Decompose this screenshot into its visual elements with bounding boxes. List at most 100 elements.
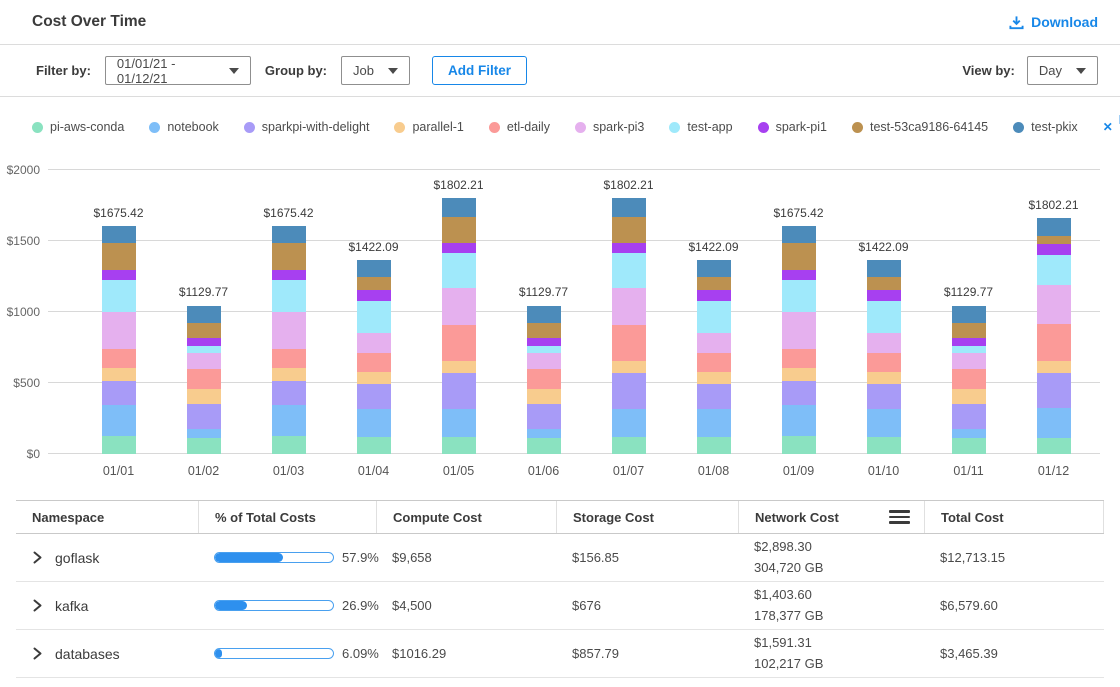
view-by-select[interactable]: Day: [1026, 56, 1098, 85]
bar-segment-spark-pi3[interactable]: [526, 352, 561, 369]
bar-segment-test-53ca9186-64145[interactable]: [186, 322, 221, 338]
bar-segment-test-53ca9186-64145[interactable]: [441, 217, 476, 244]
bar-segment-pi-aws-conda[interactable]: [271, 436, 306, 454]
bar-segment-etl-daily[interactable]: [696, 352, 731, 372]
add-filter-button[interactable]: Add Filter: [431, 56, 527, 85]
namespace-name[interactable]: databases: [55, 645, 120, 662]
bar-segment-test-53ca9186-64145[interactable]: [951, 322, 986, 338]
stacked-bar-01/08[interactable]: [696, 170, 731, 454]
legend-item-parallel-1[interactable]: parallel-1: [394, 120, 464, 134]
bar-segment-test-53ca9186-64145[interactable]: [356, 277, 391, 291]
legend-item-notebook[interactable]: notebook: [149, 120, 219, 134]
bar-segment-parallel-1[interactable]: [611, 360, 646, 373]
bar-segment-test-app[interactable]: [696, 300, 731, 333]
expand-chevron-icon[interactable]: [32, 647, 43, 660]
bar-segment-test-pkix[interactable]: [101, 225, 136, 243]
legend-item-test-app[interactable]: test-app: [669, 120, 733, 134]
bar-segment-pi-aws-conda[interactable]: [696, 436, 731, 454]
bar-segment-parallel-1[interactable]: [866, 371, 901, 384]
bar-segment-spark-pi1[interactable]: [441, 243, 476, 253]
deselect-all-button[interactable]: ✕ Deselect All: [1103, 112, 1120, 142]
bar-segment-test-app[interactable]: [866, 300, 901, 333]
bar-segment-test-pkix[interactable]: [611, 198, 646, 218]
bar-segment-test-53ca9186-64145[interactable]: [271, 242, 306, 270]
column-menu-icon[interactable]: [887, 508, 912, 526]
expand-chevron-icon[interactable]: [32, 599, 43, 612]
stacked-bar-01/09[interactable]: [781, 170, 816, 454]
legend-item-etl-daily[interactable]: etl-daily: [488, 120, 550, 134]
bar-segment-test-pkix[interactable]: [356, 260, 391, 278]
expand-chevron-icon[interactable]: [32, 551, 43, 564]
bar-segment-spark-pi1[interactable]: [866, 290, 901, 301]
bar-segment-parallel-1[interactable]: [696, 371, 731, 384]
bar-segment-notebook[interactable]: [271, 405, 306, 437]
bar-segment-parallel-1[interactable]: [781, 368, 816, 382]
bar-segment-spark-pi3[interactable]: [356, 332, 391, 353]
bar-segment-etl-daily[interactable]: [951, 368, 986, 389]
bar-segment-test-app[interactable]: [271, 279, 306, 313]
bar-segment-parallel-1[interactable]: [271, 368, 306, 382]
legend-item-test-53ca9186-64145[interactable]: test-53ca9186-64145: [851, 120, 988, 134]
bar-segment-spark-pi1[interactable]: [526, 337, 561, 346]
stacked-bar-01/07[interactable]: [611, 170, 646, 454]
bar-segment-pi-aws-conda[interactable]: [1036, 437, 1071, 454]
bar-segment-spark-pi3[interactable]: [186, 352, 221, 369]
bar-segment-parallel-1[interactable]: [441, 360, 476, 373]
bar-segment-parallel-1[interactable]: [101, 368, 136, 382]
bar-segment-test-pkix[interactable]: [696, 260, 731, 278]
bar-segment-spark-pi3[interactable]: [271, 312, 306, 350]
bar-segment-spark-pi1[interactable]: [696, 290, 731, 301]
bar-segment-notebook[interactable]: [696, 408, 731, 437]
bar-segment-notebook[interactable]: [781, 405, 816, 437]
bar-segment-sparkpi-with-delight[interactable]: [356, 383, 391, 409]
legend-item-pi-aws-conda[interactable]: pi-aws-conda: [32, 120, 124, 134]
bar-segment-pi-aws-conda[interactable]: [186, 437, 221, 454]
bar-segment-notebook[interactable]: [866, 408, 901, 437]
stacked-bar-01/04[interactable]: [356, 170, 391, 454]
bar-segment-pi-aws-conda[interactable]: [356, 436, 391, 454]
bar-segment-notebook[interactable]: [951, 428, 986, 438]
bar-segment-sparkpi-with-delight[interactable]: [101, 381, 136, 406]
bar-segment-spark-pi1[interactable]: [951, 337, 986, 346]
bar-segment-notebook[interactable]: [186, 428, 221, 438]
bar-segment-spark-pi3[interactable]: [696, 332, 731, 353]
bar-segment-sparkpi-with-delight[interactable]: [441, 372, 476, 409]
bar-segment-spark-pi3[interactable]: [441, 287, 476, 325]
stacked-bar-01/12[interactable]: [1036, 170, 1071, 454]
bar-segment-parallel-1[interactable]: [526, 388, 561, 404]
bar-segment-sparkpi-with-delight[interactable]: [951, 403, 986, 429]
bar-segment-test-pkix[interactable]: [951, 305, 986, 323]
namespace-name[interactable]: goflask: [55, 549, 100, 566]
bar-segment-test-app[interactable]: [101, 279, 136, 313]
bar-segment-pi-aws-conda[interactable]: [101, 436, 136, 454]
bar-segment-notebook[interactable]: [356, 408, 391, 437]
stacked-bar-01/11[interactable]: [951, 170, 986, 454]
bar-segment-test-app[interactable]: [526, 345, 561, 353]
legend-item-test-pkix[interactable]: test-pkix: [1013, 120, 1078, 134]
stacked-bar-01/06[interactable]: [526, 170, 561, 454]
bar-segment-etl-daily[interactable]: [186, 368, 221, 389]
bar-segment-test-53ca9186-64145[interactable]: [611, 217, 646, 244]
legend-item-sparkpi-with-delight[interactable]: sparkpi-with-delight: [243, 120, 369, 134]
bar-segment-test-pkix[interactable]: [186, 305, 221, 323]
bar-segment-test-app[interactable]: [781, 279, 816, 313]
bar-segment-spark-pi3[interactable]: [611, 287, 646, 325]
bar-segment-spark-pi1[interactable]: [781, 269, 816, 280]
bar-segment-test-pkix[interactable]: [526, 305, 561, 323]
bar-segment-spark-pi1[interactable]: [356, 290, 391, 301]
bar-segment-etl-daily[interactable]: [101, 349, 136, 369]
bar-segment-sparkpi-with-delight[interactable]: [611, 372, 646, 409]
stacked-bar-01/02[interactable]: [186, 170, 221, 454]
bar-segment-spark-pi3[interactable]: [1036, 284, 1071, 324]
bar-segment-test-app[interactable]: [951, 345, 986, 353]
bar-segment-etl-daily[interactable]: [441, 324, 476, 361]
bar-segment-etl-daily[interactable]: [1036, 323, 1071, 361]
bar-segment-test-53ca9186-64145[interactable]: [781, 242, 816, 270]
stacked-bar-01/10[interactable]: [866, 170, 901, 454]
bar-segment-pi-aws-conda[interactable]: [526, 437, 561, 454]
bar-segment-test-app[interactable]: [611, 252, 646, 288]
legend-item-spark-pi3[interactable]: spark-pi3: [574, 120, 644, 134]
bar-segment-test-pkix[interactable]: [441, 198, 476, 218]
bar-segment-test-53ca9186-64145[interactable]: [696, 277, 731, 291]
stacked-bar-01/01[interactable]: [101, 170, 136, 454]
